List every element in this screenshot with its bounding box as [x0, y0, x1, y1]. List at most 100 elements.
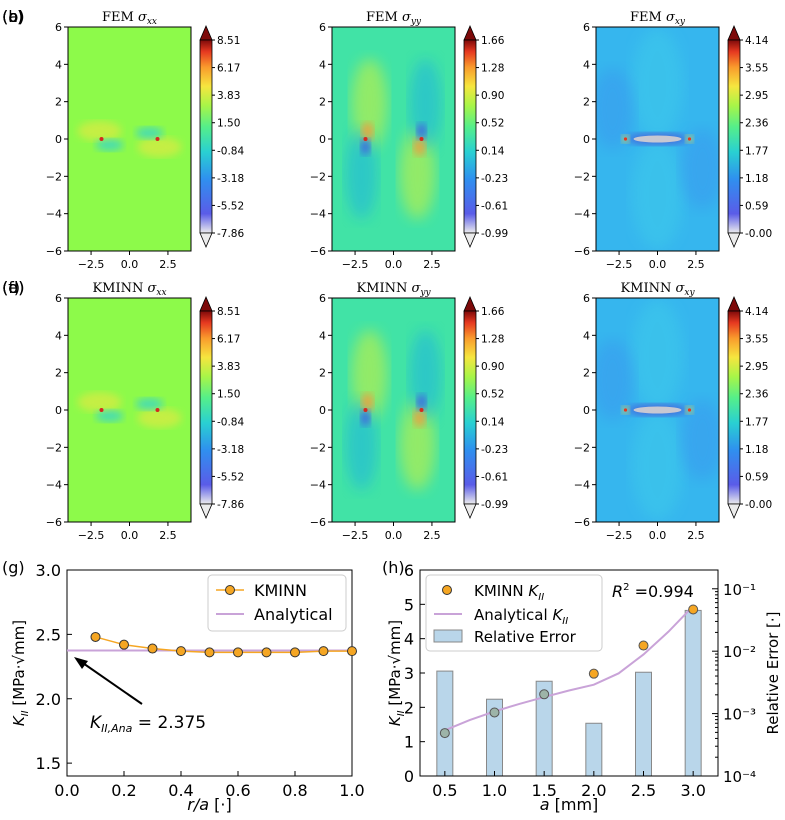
panel-label: (e) [2, 278, 24, 297]
y-tick-label: 2.0 [36, 690, 61, 709]
panel-label: (h) [382, 558, 405, 577]
y-tick-label: 6 [583, 21, 590, 34]
y-tick-label: −4 [574, 208, 590, 221]
x-tick-label: 0.0 [121, 258, 139, 271]
colorbar-tick-label: -0.00 [745, 499, 772, 511]
colorbar [199, 39, 213, 234]
colorbar-tick-label: 4.14 [745, 306, 769, 318]
lobe [631, 139, 684, 249]
y-tick-label: −6 [310, 245, 326, 258]
x-tick-label: 0.0 [385, 529, 403, 542]
lobe [137, 137, 182, 157]
right-y-tick-label: 10⁻³ [723, 706, 756, 724]
crack-tip [363, 408, 368, 412]
series-kminn-line [95, 636, 352, 654]
colorbar-tick-label: 0.59 [745, 471, 768, 483]
x-tick-label: 2.5 [159, 529, 177, 542]
x-tick-label: 1.0 [482, 781, 507, 800]
y-tick-label: 6 [55, 21, 62, 34]
y-tick-label: −6 [574, 516, 590, 529]
y-tick-label: 2 [55, 367, 62, 380]
x-tick-label: −2.5 [342, 258, 369, 271]
contour-panels: (a) FEM σxx 6 4 2 0 −2 −4 −6 −2.5 0.0 2.5 8.51 6.17 3.… [2, 7, 772, 542]
relative-error-bar [436, 670, 454, 777]
panel-g-chart: (g) 3.0 2.5 2.0 1.5 0.0 0.2 0.4 0.6 0.8 1.0 r/a [·]… [2, 558, 365, 814]
colorbar-max-arrow [727, 24, 741, 41]
y-tick-label: −6 [310, 516, 326, 529]
colorbar-tick-label: 3.55 [745, 63, 768, 75]
y-tick-label: 0 [319, 133, 326, 146]
series-kminn-point [638, 640, 649, 651]
y-tick-label: 3 [404, 664, 414, 683]
colorbar-tick-label: 1.50 [217, 118, 240, 130]
lobe [631, 300, 684, 410]
colorbar-tick-label: 6.17 [217, 63, 240, 75]
colorbar-tick-label: -0.00 [745, 228, 772, 240]
x-tick-label: 2.5 [687, 529, 705, 542]
x-tick-label: 2.5 [631, 781, 656, 800]
legend-analytical-label: Analytical KII [474, 606, 568, 627]
contour-field [68, 298, 191, 522]
lobe [361, 122, 374, 140]
colorbar-tick-label: 1.66 [481, 35, 505, 47]
x-tick-label: 0.0 [649, 258, 667, 271]
lobe [137, 408, 182, 428]
lobe [361, 393, 374, 411]
colorbar-tick-label: -3.18 [217, 444, 244, 456]
colorbar-tick-label: -0.61 [481, 200, 508, 212]
legend-kminn-label: KMINN [254, 581, 307, 600]
contour-panel-f: (f) KMINN σxy 6 4 2 0 −2 −4 −6 −2.5 0.0 2.5 4.14 3.55… [2, 278, 772, 542]
legend-relative-error-swatch [433, 629, 463, 643]
colorbar [199, 310, 213, 505]
y-tick-label: −4 [310, 208, 326, 221]
crack-tip [363, 137, 368, 141]
y-tick-label: −2 [46, 441, 62, 454]
legend-box [207, 574, 347, 632]
x-tick-label: 0.0 [54, 781, 79, 800]
panel-title: FEM σxy [630, 10, 686, 27]
y-tick-label: −2 [574, 441, 590, 454]
x-axis-label: a [mm] [540, 795, 599, 814]
y-tick-label: 2 [319, 96, 326, 109]
y-tick-label: 2 [319, 367, 326, 380]
x-tick-label: −2.5 [606, 258, 633, 271]
crack-tip [687, 137, 692, 141]
colorbar-tick-label: 0.52 [481, 118, 504, 130]
colorbar-tick-label: -0.23 [481, 173, 508, 185]
colorbar [727, 39, 741, 234]
x-tick-label: 0.2 [111, 781, 136, 800]
legend-kminn-label: KMINN KII [474, 582, 544, 603]
series-kminn-point [539, 689, 550, 700]
lobe [135, 398, 164, 410]
crack-face [633, 406, 682, 414]
series-kminn-point [204, 647, 215, 658]
y-tick-label: −2 [574, 170, 590, 183]
colorbar-min-arrow [463, 503, 477, 520]
y-axis-label: KII [MPa·√mm] [386, 620, 407, 726]
y-tick-label: −2 [46, 170, 62, 183]
legend-relative-error-label: Relative Error [474, 628, 577, 646]
panel-label: (g) [2, 558, 25, 577]
panel-label: (c) [2, 7, 23, 26]
r2-annotation: R2 =0.994 [612, 582, 694, 601]
right-y-axis-label: Relative Error [·] [764, 611, 782, 734]
colorbar-tick-label: 1.18 [745, 444, 768, 456]
contour-field [596, 27, 719, 251]
y-tick-label: 4 [583, 58, 590, 71]
y-tick-label: −6 [574, 245, 590, 258]
y-tick-label: 4 [55, 58, 62, 71]
y-tick-label: −6 [46, 516, 62, 529]
x-tick-label: 0.0 [649, 529, 667, 542]
lobe [596, 340, 635, 420]
x-tick-label: 2.5 [423, 258, 441, 271]
colorbar-tick-label: 6.17 [217, 334, 240, 346]
colorbar-tick-label: 8.51 [217, 35, 240, 47]
lobe [351, 330, 388, 420]
x-tick-label: −2.5 [342, 529, 369, 542]
contour-field [332, 27, 455, 251]
lobe [680, 129, 719, 209]
colorbar-max-arrow [463, 295, 477, 312]
y-tick-label: 1 [404, 733, 414, 752]
contour-panel-e: (e) KMINN σyy 6 4 2 0 −2 −4 −6 −2.5 0.0 2.5 1.66 1.28… [2, 278, 508, 542]
panel-label: (f) [2, 278, 20, 297]
